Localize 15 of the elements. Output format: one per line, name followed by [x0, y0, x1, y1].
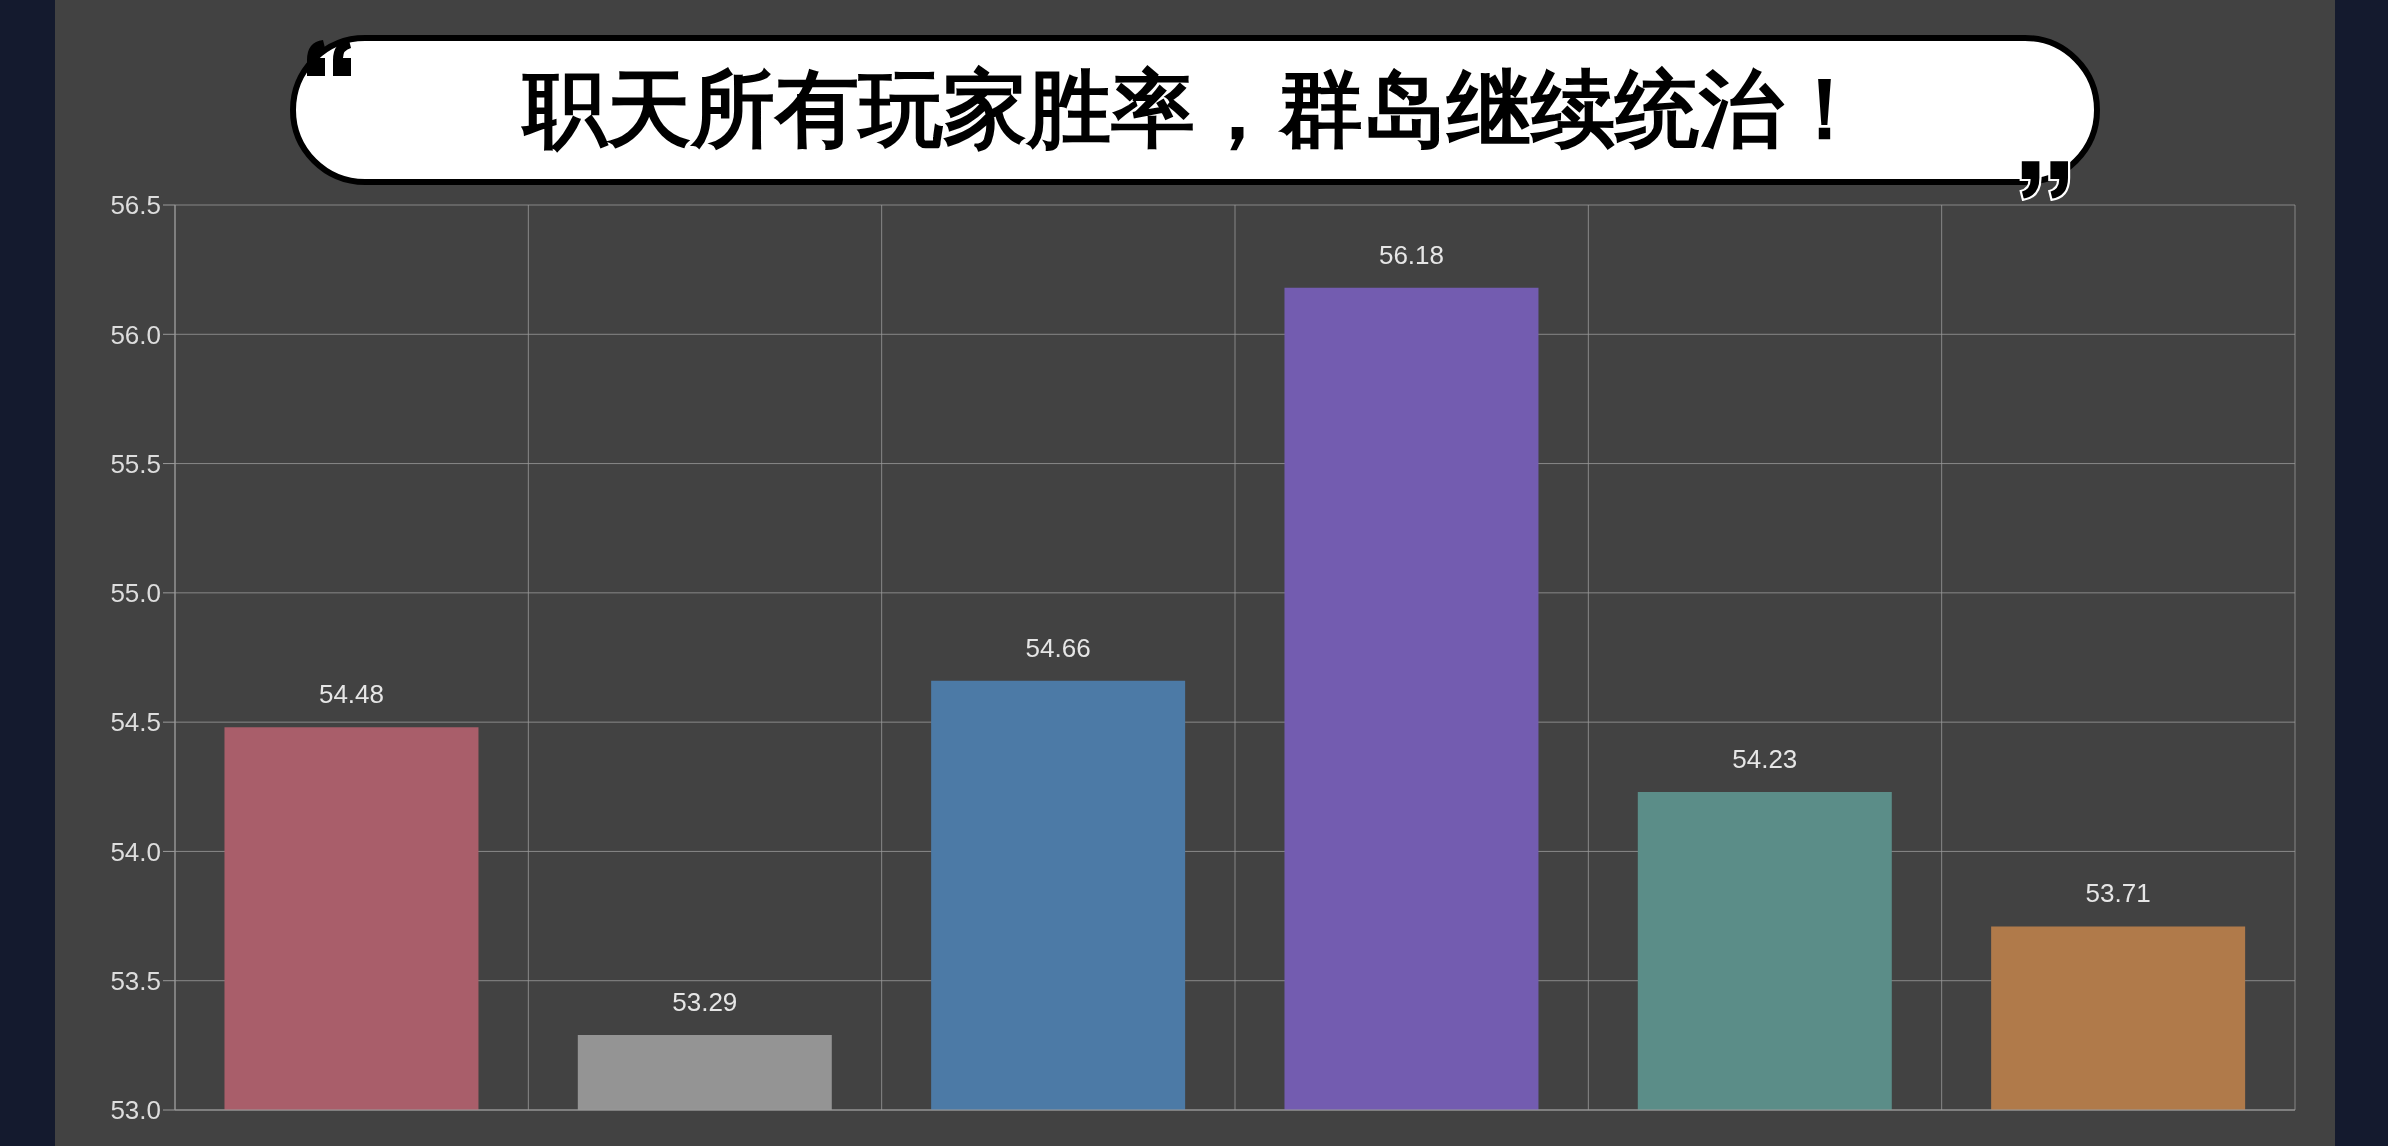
y-tick-label: 56.5 [110, 190, 161, 221]
data-label: 54.23 [1732, 743, 1798, 774]
chart-title: 职天所有玩家胜率，群岛继续统治！ [523, 59, 1867, 160]
y-tick-label: 54.0 [110, 836, 161, 867]
data-label: 54.66 [1025, 632, 1091, 663]
y-tick-label: 53.0 [110, 1095, 161, 1126]
y-tick-label: 54.5 [110, 707, 161, 738]
y-tick-label: 55.5 [110, 448, 161, 479]
data-label: 56.18 [1378, 239, 1445, 270]
y-tick-label: 55.0 [110, 578, 161, 609]
data-label: 54.48 [318, 679, 385, 710]
data-label: 53.71 [2085, 878, 2151, 909]
data-label: 53.29 [672, 987, 738, 1018]
y-tick-label: 56.0 [110, 319, 161, 350]
y-tick-label: 53.5 [110, 965, 161, 996]
